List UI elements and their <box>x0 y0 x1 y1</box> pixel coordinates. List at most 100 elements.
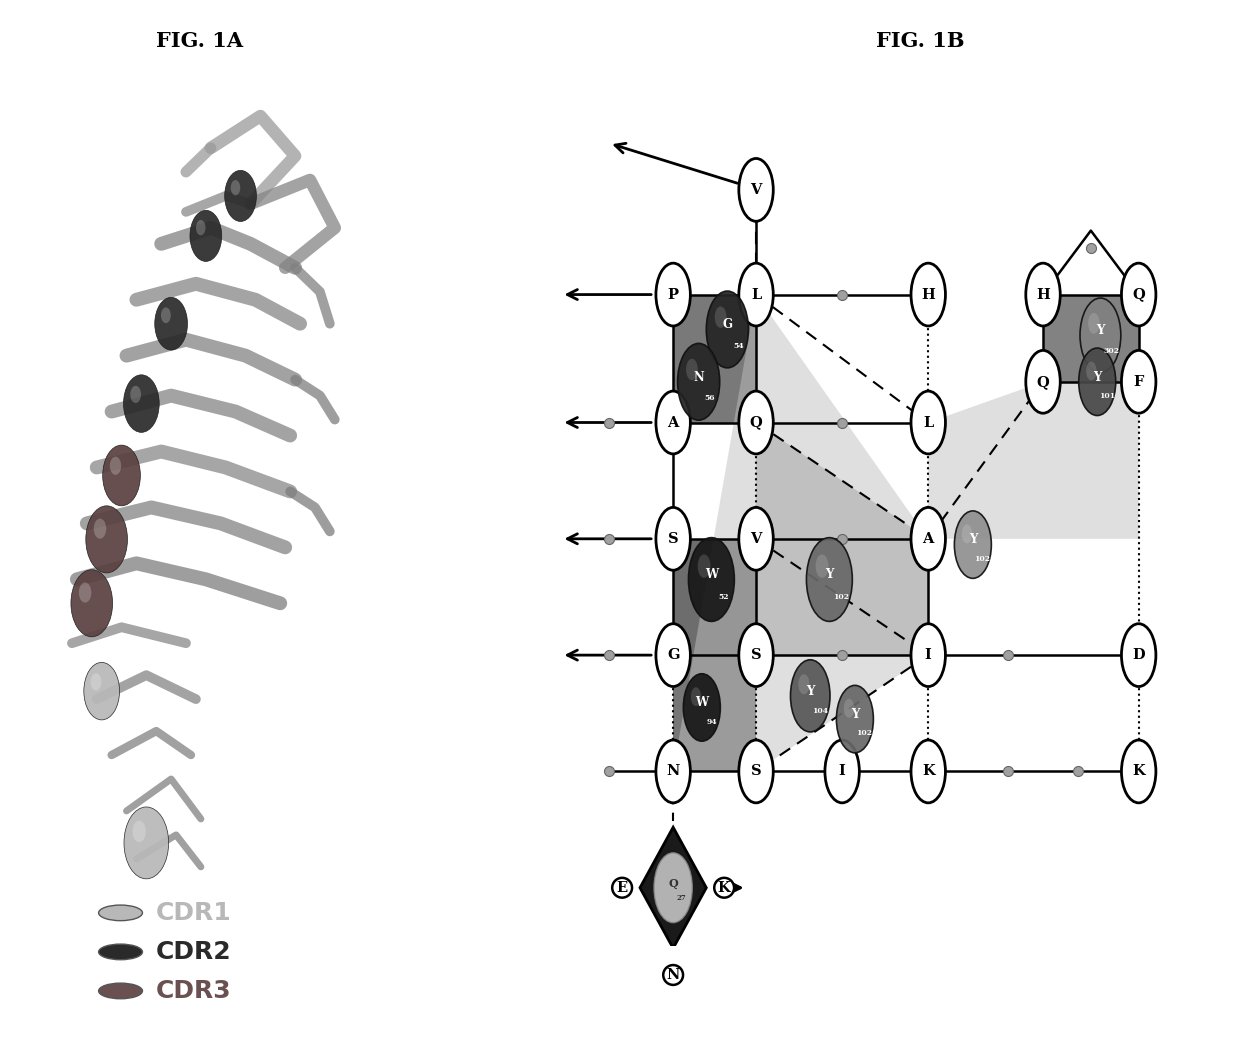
Text: Y: Y <box>851 708 859 721</box>
Circle shape <box>1079 348 1116 415</box>
Circle shape <box>739 623 774 686</box>
Circle shape <box>955 511 991 578</box>
Text: A: A <box>667 415 678 430</box>
Polygon shape <box>929 382 1138 539</box>
Text: H: H <box>1037 288 1050 302</box>
Text: S: S <box>750 764 761 779</box>
Circle shape <box>124 375 159 432</box>
Text: E: E <box>616 881 627 894</box>
Text: S: S <box>668 532 678 545</box>
Circle shape <box>656 740 691 803</box>
Circle shape <box>86 506 128 573</box>
Text: N: N <box>666 968 680 982</box>
Circle shape <box>790 660 830 731</box>
Text: L: L <box>923 415 934 430</box>
Point <box>599 646 619 663</box>
Text: K: K <box>1132 764 1145 779</box>
Text: I: I <box>925 648 931 662</box>
Point <box>599 763 619 780</box>
Circle shape <box>224 170 257 222</box>
Text: V: V <box>750 183 761 197</box>
Circle shape <box>1080 298 1121 372</box>
Circle shape <box>130 386 141 403</box>
Text: W: W <box>696 697 708 709</box>
Text: P: P <box>667 288 678 302</box>
Circle shape <box>691 687 701 706</box>
Text: Y: Y <box>968 534 977 547</box>
Circle shape <box>656 391 691 454</box>
Text: 52: 52 <box>718 593 729 601</box>
Circle shape <box>911 263 945 326</box>
Circle shape <box>837 685 873 753</box>
Circle shape <box>1025 263 1060 326</box>
Point <box>599 414 619 431</box>
Text: 56: 56 <box>704 394 714 401</box>
Point <box>832 763 852 780</box>
Text: I: I <box>838 764 846 779</box>
Circle shape <box>739 740 774 803</box>
Circle shape <box>714 307 727 328</box>
Text: Y: Y <box>1096 324 1105 337</box>
Circle shape <box>231 180 241 195</box>
Text: A: A <box>923 532 934 545</box>
Circle shape <box>190 210 222 262</box>
Circle shape <box>1121 740 1156 803</box>
Text: H: H <box>921 288 935 302</box>
Circle shape <box>103 446 140 506</box>
Circle shape <box>196 220 206 235</box>
Circle shape <box>1086 362 1096 380</box>
Point <box>1068 763 1087 780</box>
Text: G: G <box>723 318 733 331</box>
Point <box>998 646 1018 663</box>
Circle shape <box>739 263 774 326</box>
Polygon shape <box>756 423 929 655</box>
Circle shape <box>656 623 691 686</box>
Text: 101: 101 <box>1099 392 1115 400</box>
Circle shape <box>739 391 774 454</box>
Point <box>832 646 852 663</box>
Polygon shape <box>673 294 929 771</box>
Circle shape <box>656 263 691 326</box>
Text: K: K <box>921 764 935 779</box>
Text: V: V <box>750 532 761 545</box>
Text: 102: 102 <box>857 729 873 737</box>
Circle shape <box>110 456 122 475</box>
Text: S: S <box>750 648 761 662</box>
Circle shape <box>843 699 854 718</box>
Circle shape <box>656 508 691 571</box>
Circle shape <box>698 554 711 578</box>
Circle shape <box>911 740 945 803</box>
Circle shape <box>739 159 774 222</box>
Text: FIG. 1B: FIG. 1B <box>875 30 965 51</box>
Circle shape <box>911 623 945 686</box>
Text: W: W <box>704 569 718 581</box>
Text: 27: 27 <box>677 894 686 902</box>
Ellipse shape <box>99 944 143 960</box>
Circle shape <box>739 508 774 571</box>
Circle shape <box>91 674 102 691</box>
Circle shape <box>161 307 171 323</box>
Circle shape <box>962 524 972 543</box>
Circle shape <box>1121 623 1156 686</box>
Text: CDR3: CDR3 <box>156 978 232 1003</box>
Circle shape <box>677 344 719 420</box>
Text: Q: Q <box>750 415 763 430</box>
Polygon shape <box>673 655 756 771</box>
Text: L: L <box>751 288 761 302</box>
Circle shape <box>799 674 810 695</box>
Text: 102: 102 <box>833 593 849 601</box>
Point <box>832 286 852 303</box>
Text: FIG. 1A: FIG. 1A <box>156 30 243 51</box>
Polygon shape <box>1043 294 1138 382</box>
Polygon shape <box>673 539 756 655</box>
Circle shape <box>683 674 720 741</box>
Polygon shape <box>673 294 756 423</box>
Point <box>832 414 852 431</box>
Point <box>832 531 852 548</box>
Circle shape <box>133 821 146 842</box>
Circle shape <box>806 538 852 621</box>
Text: F: F <box>1133 375 1143 389</box>
Circle shape <box>825 740 859 803</box>
Circle shape <box>94 518 107 539</box>
Circle shape <box>1121 350 1156 413</box>
